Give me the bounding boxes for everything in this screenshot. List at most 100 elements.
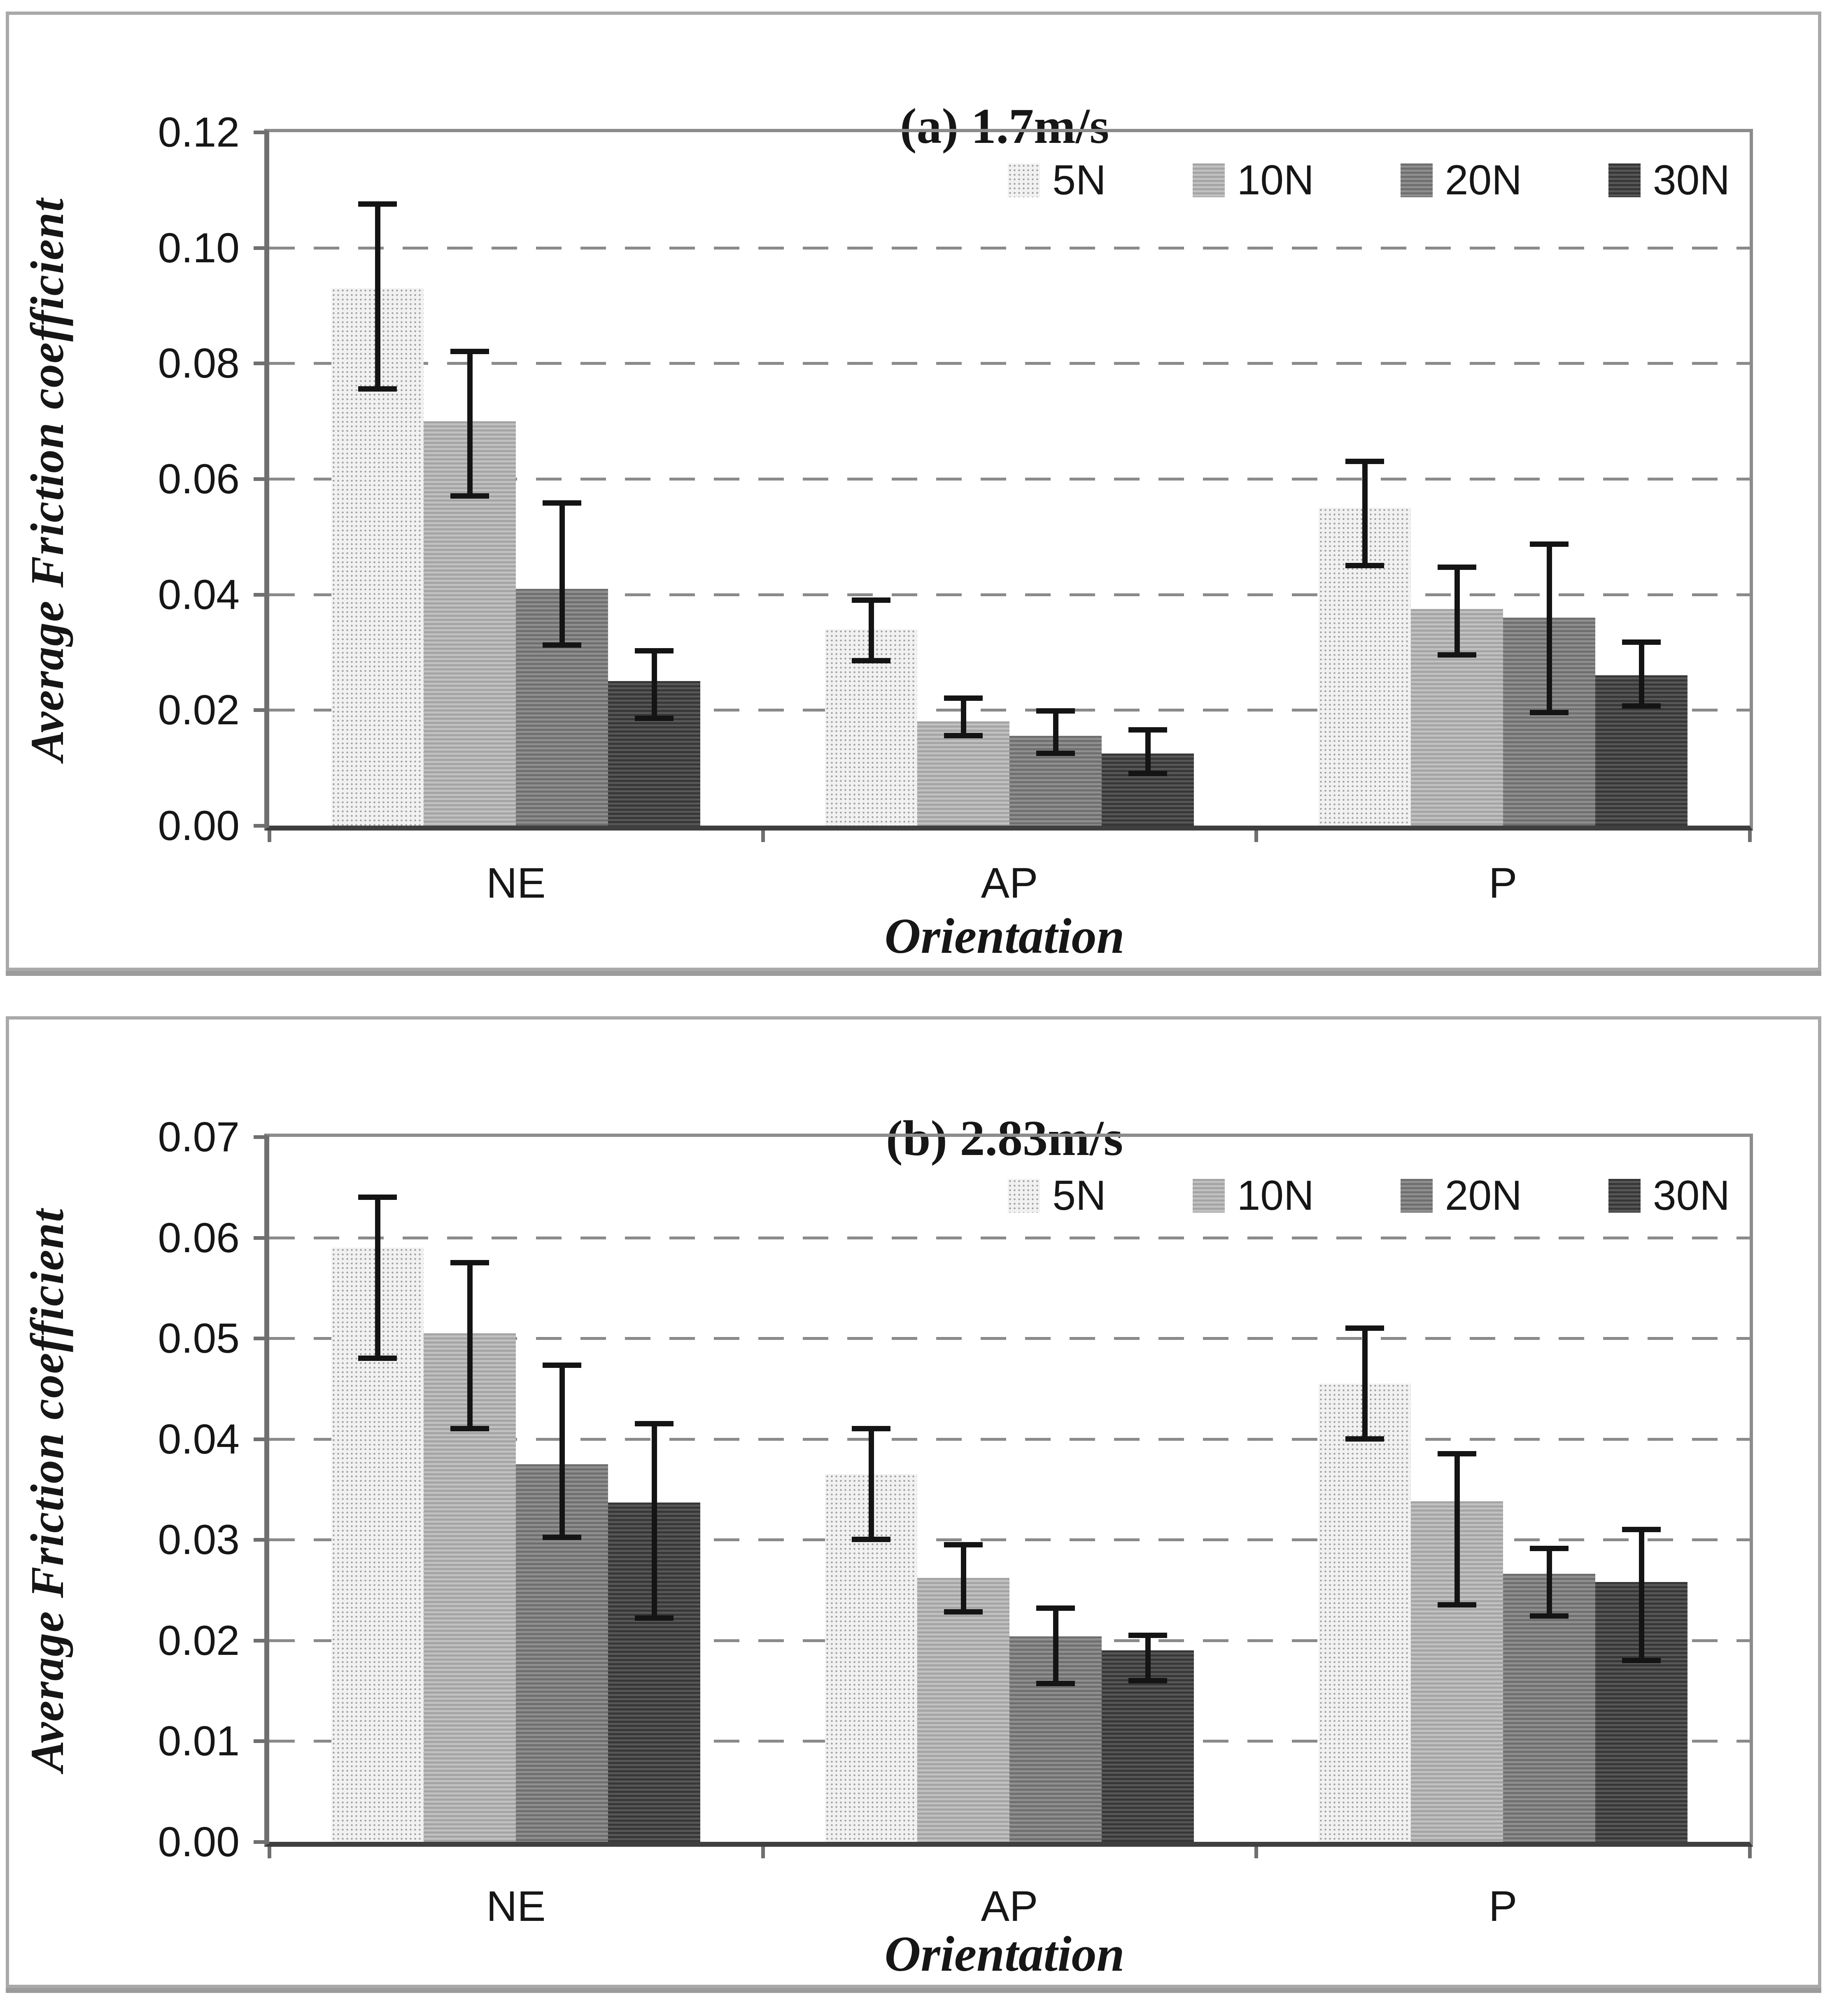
y-tick-label: 0.02 (158, 686, 240, 734)
error-bar-cap (852, 597, 890, 603)
y-tick-label: 0.03 (158, 1516, 240, 1563)
error-bar (559, 503, 565, 646)
legend-swatch-10n (1192, 1178, 1225, 1213)
y-tick-mark (254, 1337, 269, 1341)
y-tick-label: 0.06 (158, 455, 240, 502)
error-bar-cap (543, 1363, 582, 1368)
legend-swatch-20n (1400, 163, 1433, 197)
y-tick-mark (254, 1739, 269, 1743)
error-bar (1053, 1608, 1058, 1684)
bar-5n-p (1318, 508, 1411, 826)
x-tick-mark (1748, 1847, 1752, 1858)
chart-a-y-axis-label: Average Friction coefficient (21, 198, 73, 762)
error-bar (1454, 567, 1460, 656)
legend-item-20n: 20N (1400, 156, 1522, 204)
error-bar-cap (1036, 708, 1075, 714)
error-bar-cap (1529, 1613, 1569, 1619)
error-bar-cap (450, 493, 489, 499)
y-tick-label: 0.04 (158, 571, 240, 618)
gridline (269, 246, 1750, 250)
legend-label: 20N (1445, 156, 1522, 203)
error-bar-cap (1128, 770, 1167, 776)
x-tick-mark (761, 831, 765, 842)
y-tick-mark (254, 246, 269, 250)
chart-b-legend: 5N 10N 20N 30N (1008, 1171, 1730, 1220)
error-bar-cap (1622, 703, 1661, 709)
error-bar (1145, 1635, 1151, 1681)
gridline (269, 1437, 1750, 1441)
error-bar (961, 1545, 966, 1612)
gridline (269, 1538, 1750, 1542)
chart-b-y-axis-label: Average Friction coefficient (21, 1208, 73, 1772)
error-bar (1362, 1328, 1368, 1439)
error-bar-cap (1437, 564, 1476, 570)
error-bar-cap (1622, 639, 1661, 645)
error-bar-cap (1036, 1681, 1075, 1687)
bar-5n-p (1318, 1384, 1411, 1842)
x-tick-label: NE (486, 1883, 546, 1930)
chart-b-x-axis-label: Orientation (884, 1926, 1125, 1982)
error-bar-cap (852, 658, 890, 664)
legend-label: 30N (1653, 156, 1730, 203)
error-bar (1546, 544, 1552, 713)
y-tick-label: 0.12 (158, 109, 240, 156)
legend-swatch-5n (1008, 163, 1040, 197)
error-bar-cap (358, 386, 397, 392)
error-bar (467, 352, 473, 497)
error-bar (375, 1197, 381, 1359)
error-bar-cap (1128, 727, 1167, 733)
legend-swatch-30n (1608, 163, 1641, 197)
bar-5n-ap (825, 1474, 917, 1842)
gridline (269, 1236, 1750, 1239)
x-tick-label: NE (486, 859, 546, 907)
error-bar-cap (635, 1421, 674, 1427)
legend-item-10n: 10N (1192, 156, 1314, 204)
legend-label: 30N (1653, 1172, 1730, 1219)
y-tick-mark (254, 362, 269, 366)
error-bar-cap (1529, 710, 1569, 716)
error-bar-cap (358, 201, 397, 207)
error-bar-cap (944, 1542, 983, 1547)
error-bar-cap (1345, 562, 1384, 568)
panel-chart-a: (a) 1.7m/s Average Friction coefficient … (6, 12, 1821, 971)
error-bar-cap (635, 716, 674, 721)
legend-item-10n: 10N (1192, 1171, 1314, 1220)
y-tick-mark (254, 824, 269, 828)
error-bar-cap (1622, 1526, 1661, 1532)
error-bar-cap (1622, 1657, 1661, 1663)
y-tick-label: 0.01 (158, 1717, 240, 1765)
y-tick-mark (254, 1538, 269, 1542)
legend-item-20n: 20N (1400, 1171, 1522, 1220)
error-bar (1639, 642, 1644, 706)
legend-label: 5N (1052, 1172, 1106, 1219)
x-tick-label: AP (981, 859, 1038, 907)
error-bar (467, 1262, 473, 1429)
y-tick-label: 0.00 (158, 802, 240, 849)
bar-10n-ap (917, 1578, 1009, 1842)
error-bar (652, 1424, 657, 1619)
y-tick-label: 0.02 (158, 1617, 240, 1664)
error-bar (869, 600, 874, 661)
legend-item-5n: 5N (1008, 1171, 1106, 1220)
error-bar (559, 1365, 565, 1538)
chart-a-x-axis-label: Orientation (884, 908, 1125, 964)
x-tick-mark (268, 831, 271, 842)
y-tick-mark (254, 708, 269, 712)
error-bar (961, 698, 966, 736)
y-tick-mark (254, 131, 269, 134)
legend-item-30n: 30N (1608, 1171, 1730, 1220)
error-bar-cap (1036, 750, 1075, 756)
error-bar (1145, 730, 1151, 774)
legend-swatch-20n (1400, 1178, 1433, 1213)
error-bar-cap (1529, 1546, 1569, 1552)
error-bar-cap (635, 1615, 674, 1621)
y-tick-label: 0.07 (158, 1113, 240, 1160)
legend-label: 5N (1052, 156, 1106, 203)
error-bar-cap (1345, 1325, 1384, 1331)
chart-a-plot-area: 5N 10N 20N 30N (264, 129, 1753, 831)
chart-a-title: (a) 1.7m/s (900, 98, 1109, 154)
x-tick-mark (1254, 1847, 1259, 1858)
error-bar (652, 651, 657, 719)
error-bar-cap (450, 349, 489, 355)
x-tick-mark (761, 1847, 765, 1858)
